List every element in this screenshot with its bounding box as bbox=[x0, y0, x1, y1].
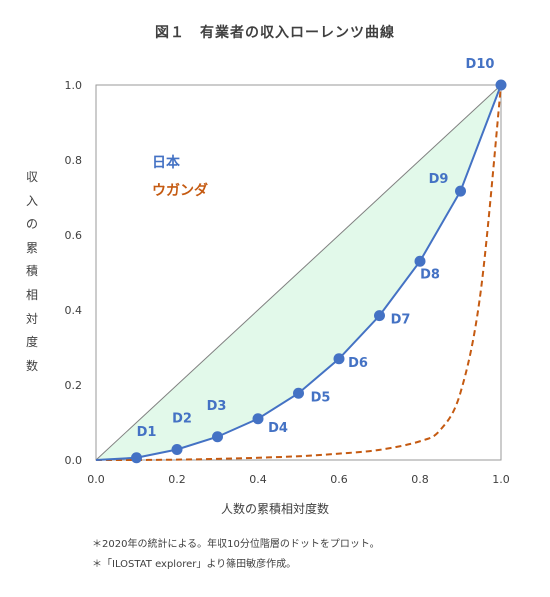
data-point-d9 bbox=[455, 185, 466, 197]
data-label-d9: D9 bbox=[429, 172, 449, 187]
y-axis-label-char: の bbox=[25, 217, 38, 232]
y-tick-label: 0.6 bbox=[65, 229, 83, 242]
data-point-d3 bbox=[212, 431, 223, 443]
x-tick-label: 0.2 bbox=[168, 473, 186, 486]
data-label-d6: D6 bbox=[348, 356, 368, 371]
y-axis-label-char: 数 bbox=[25, 358, 38, 373]
x-axis-label: 人数の累積相対度数 bbox=[220, 502, 329, 516]
y-tick-label: 0.0 bbox=[65, 454, 83, 467]
y-axis-label-char: 収 bbox=[25, 170, 38, 184]
y-axis-label-char: 対 bbox=[25, 311, 38, 326]
y-axis-label-char: 相 bbox=[25, 287, 38, 302]
data-point-d10 bbox=[495, 79, 507, 91]
data-label-d4: D4 bbox=[268, 421, 288, 436]
x-tick-label: 1.0 bbox=[492, 473, 510, 486]
x-tick-label: 0.0 bbox=[87, 473, 105, 486]
chart-title: 図１ 有業者の収入ローレンツ曲線 bbox=[155, 25, 395, 41]
data-label-d3: D3 bbox=[207, 399, 227, 414]
y-tick-label: 0.4 bbox=[65, 304, 83, 317]
data-point-d6 bbox=[333, 353, 345, 365]
data-label-d7: D7 bbox=[391, 313, 411, 328]
data-point-d4 bbox=[252, 413, 264, 425]
y-tick-label: 0.2 bbox=[65, 379, 83, 392]
y-tick-label: 0.8 bbox=[65, 154, 83, 167]
legend-japan: 日本 bbox=[152, 154, 181, 171]
data-label-d10: D10 bbox=[466, 57, 495, 72]
data-point-d1 bbox=[131, 452, 142, 464]
y-axis-label-char: 入 bbox=[25, 193, 38, 208]
data-label-d8: D8 bbox=[420, 267, 440, 282]
x-tick-label: 0.8 bbox=[411, 473, 429, 486]
footnote-1: ＊2020年の統計による。年収10分位階層のドットをプロット。 bbox=[92, 539, 380, 550]
data-point-d5 bbox=[293, 387, 304, 399]
data-label-d2: D2 bbox=[172, 412, 192, 427]
y-axis-label-char: 累 bbox=[25, 240, 38, 255]
y-axis-label-char: 積 bbox=[25, 264, 38, 279]
plot-frame bbox=[95, 84, 502, 461]
legend-uganda: ウガンダ bbox=[152, 182, 208, 199]
data-label-d1: D1 bbox=[137, 425, 157, 440]
equality-line bbox=[95, 84, 502, 461]
x-tick-label: 0.4 bbox=[249, 473, 267, 486]
data-point-d7 bbox=[374, 310, 385, 322]
footnote-2: ＊「ILOSTAT explorer」より篠田敏彦作成。 bbox=[92, 559, 297, 570]
x-tick-label: 0.6 bbox=[330, 473, 348, 486]
y-tick-label: 1.0 bbox=[65, 79, 83, 92]
series-uganda-line bbox=[95, 84, 502, 462]
data-point-d8 bbox=[414, 255, 426, 267]
data-point-d2 bbox=[171, 444, 183, 455]
y-axis-label: 収入の累積相対度数 bbox=[24, 166, 40, 378]
data-label-d5: D5 bbox=[311, 390, 331, 405]
y-axis-label-char: 度 bbox=[25, 335, 38, 350]
